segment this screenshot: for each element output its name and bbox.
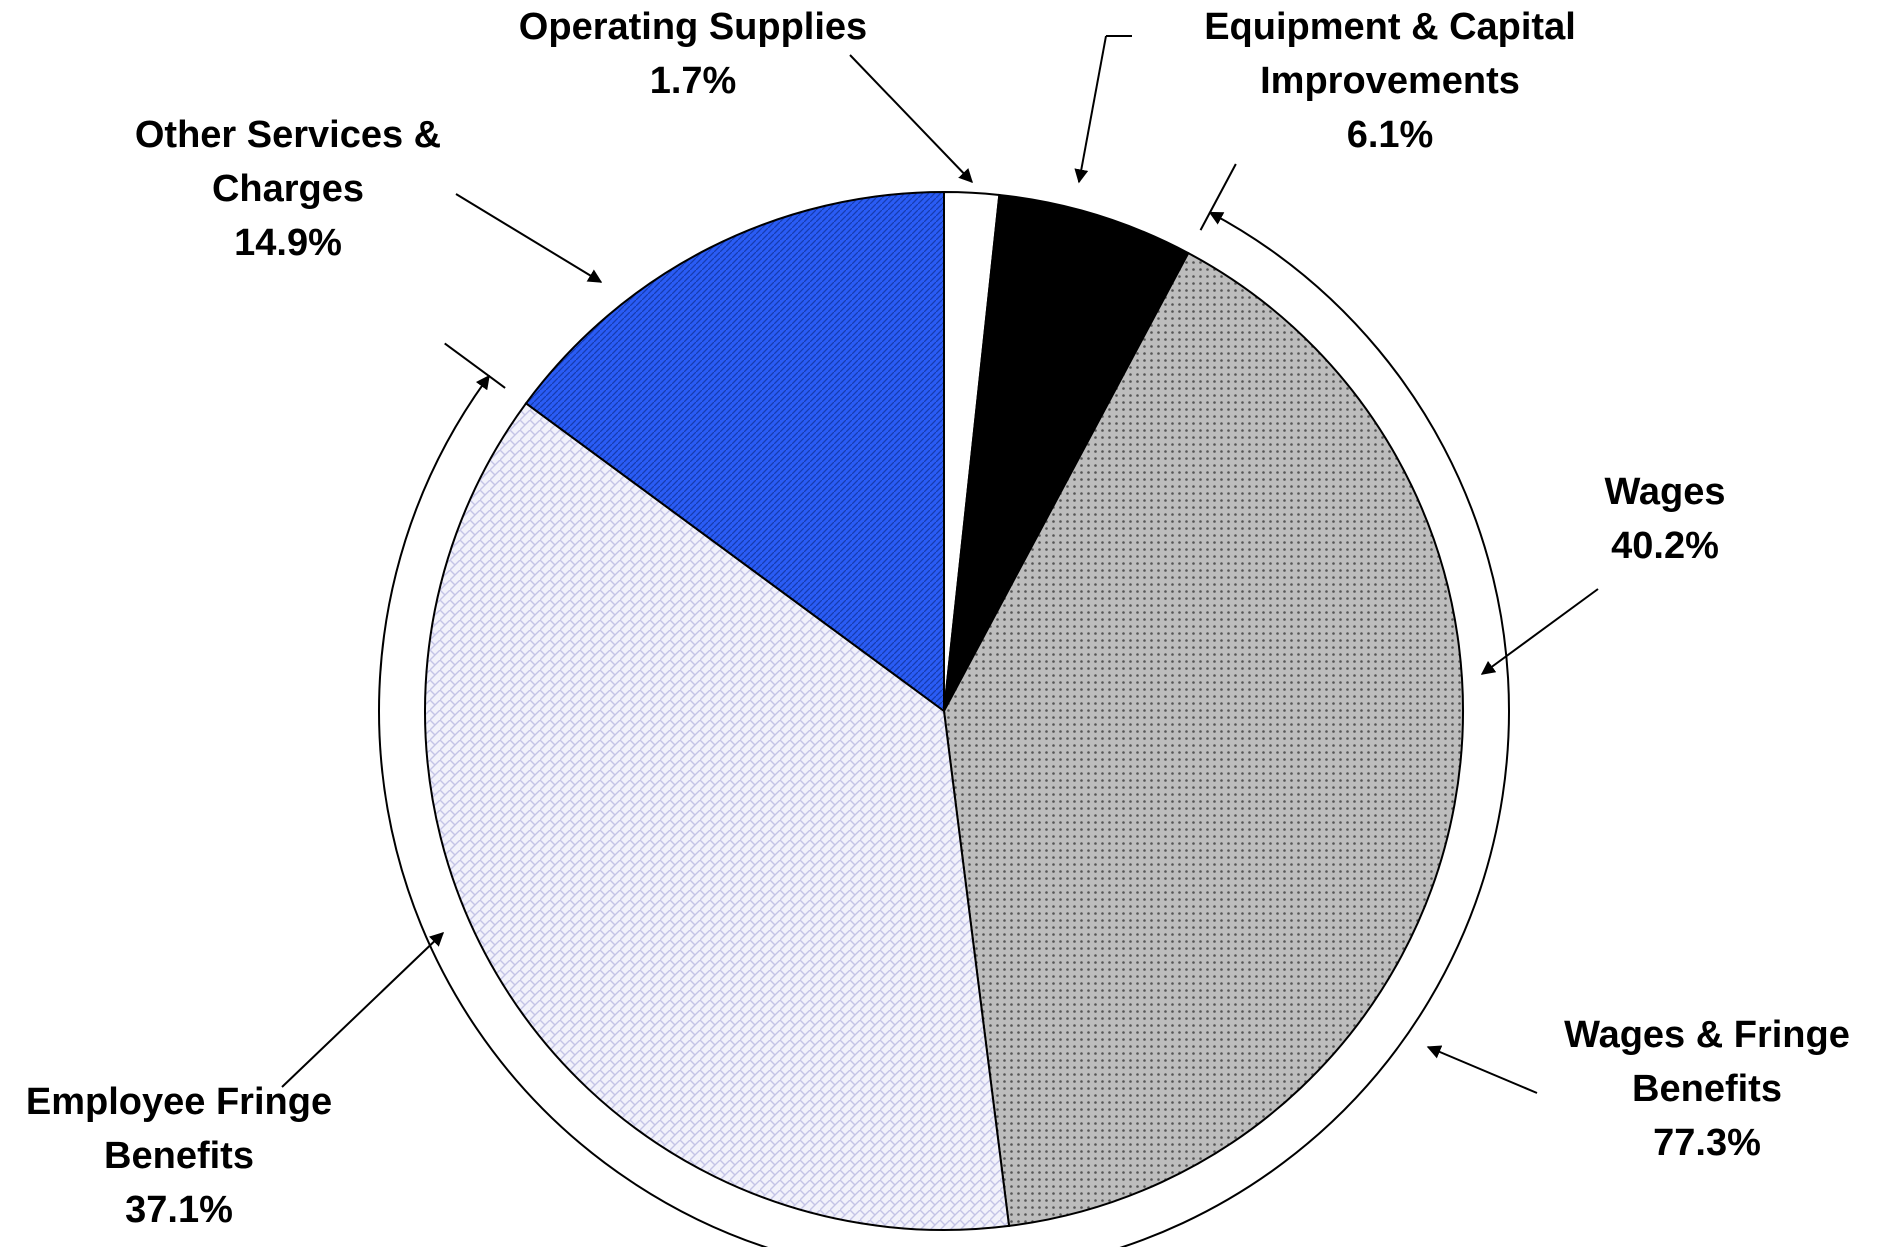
value-label: 6.1% xyxy=(1346,114,1434,156)
slice-label: Wages 40.2% xyxy=(1545,465,1785,573)
value-label: 14.9% xyxy=(234,222,342,264)
slice-label: Employee Fringe Benefits 37.1% xyxy=(0,1075,358,1237)
category-label: Employee Fringe Benefits xyxy=(25,1081,333,1177)
category-label: Equipment & Capital Improvements xyxy=(1204,6,1576,102)
category-label: Operating Supplies xyxy=(518,6,868,48)
slice-label: Equipment & Capital Improvements 6.1% xyxy=(1170,0,1610,162)
annotation-arc xyxy=(378,211,1510,1247)
value-label: 40.2% xyxy=(1611,525,1719,567)
annotation-text: Wages & Fringe Benefits xyxy=(1564,1014,1850,1110)
slice-label: Other Services & Charges 14.9% xyxy=(118,108,458,270)
category-label: Wages xyxy=(1604,471,1726,513)
slice-label: Operating Supplies 1.7% xyxy=(493,0,893,108)
leader-line xyxy=(1426,1045,1538,1094)
annotation-value: 77.3% xyxy=(1653,1122,1761,1164)
value-label: 37.1% xyxy=(125,1189,233,1231)
category-label: Other Services & Charges xyxy=(134,114,442,210)
pie-slice xyxy=(942,251,1465,1228)
value-label: 1.7% xyxy=(649,60,737,102)
slices xyxy=(378,163,1510,1247)
leader-line xyxy=(849,54,973,184)
pie-slice xyxy=(424,401,1011,1231)
leader-line xyxy=(281,932,445,1088)
arc-end-tick xyxy=(1199,163,1237,231)
leader-lines xyxy=(281,35,1599,1094)
annotation-label: Wages & Fringe Benefits 77.3% xyxy=(1527,1008,1883,1170)
leader-line xyxy=(1480,588,1599,675)
leader-line xyxy=(455,193,603,283)
leader-line xyxy=(1074,35,1107,184)
arc-end-tick xyxy=(444,342,506,389)
